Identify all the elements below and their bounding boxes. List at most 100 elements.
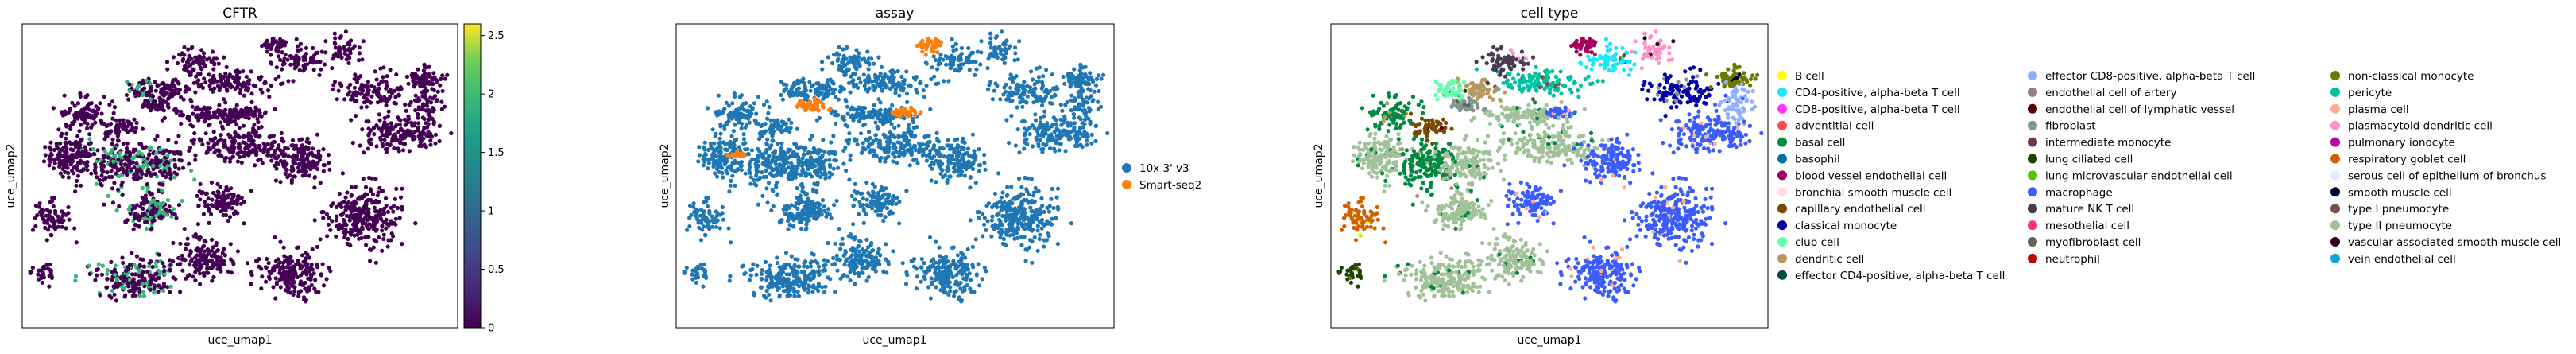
umap-point — [207, 72, 211, 77]
umap-point — [746, 116, 751, 121]
umap-point — [830, 150, 834, 154]
umap-point — [811, 252, 816, 257]
umap-point — [190, 67, 195, 72]
umap-point — [110, 142, 114, 146]
umap-point — [756, 177, 760, 182]
umap-point — [173, 164, 178, 169]
umap-point — [188, 145, 193, 150]
umap-point — [143, 193, 148, 198]
umap-point — [105, 131, 110, 136]
umap-point — [834, 109, 838, 114]
umap-point — [75, 178, 79, 183]
umap-point — [779, 150, 783, 154]
umap-point — [156, 202, 161, 207]
umap-point — [56, 224, 60, 229]
umap-point — [876, 212, 880, 218]
umap-point — [75, 163, 79, 168]
umap-point — [93, 278, 98, 282]
umap-point — [435, 89, 440, 94]
umap-point — [406, 114, 411, 119]
umap-point — [866, 79, 871, 84]
umap-point — [202, 51, 207, 56]
umap-point — [720, 110, 725, 115]
umap-point — [710, 127, 715, 132]
umap-point — [234, 103, 239, 107]
umap-point — [124, 276, 129, 281]
umap-point — [363, 235, 368, 239]
umap-point — [222, 253, 227, 258]
umap-point — [157, 147, 163, 152]
umap-point — [145, 163, 150, 169]
umap-point — [426, 130, 431, 134]
umap-point — [105, 152, 110, 157]
umap-point — [710, 224, 715, 229]
umap-point — [227, 215, 233, 220]
umap-point — [311, 68, 316, 72]
umap-point — [888, 80, 892, 84]
umap-point — [796, 198, 802, 203]
umap-point — [876, 193, 881, 198]
umap-point — [354, 214, 358, 220]
umap-point — [73, 274, 79, 278]
umap-point — [210, 49, 215, 54]
umap-point — [750, 267, 755, 272]
umap-point — [48, 147, 53, 152]
umap-point — [802, 170, 806, 175]
umap-point — [374, 216, 379, 221]
umap-point — [360, 127, 365, 132]
umap-point — [286, 286, 291, 290]
umap-point — [155, 276, 160, 281]
umap-point — [403, 123, 408, 127]
umap-point — [758, 285, 764, 290]
umap-point — [151, 198, 156, 203]
umap-point — [756, 202, 761, 207]
umap-point — [84, 164, 89, 169]
umap-point — [180, 51, 184, 56]
umap-point — [107, 103, 112, 107]
umap-point — [765, 200, 770, 205]
umap-point — [157, 189, 161, 193]
umap-point — [141, 212, 145, 217]
umap-point — [254, 259, 259, 264]
umap-point — [294, 37, 299, 41]
umap-point — [273, 107, 277, 111]
umap-point — [274, 48, 279, 53]
umap-point — [50, 199, 55, 204]
umap-point — [217, 103, 222, 107]
umap-point — [829, 216, 834, 220]
umap-point — [185, 86, 190, 91]
umap-point — [154, 271, 159, 276]
umap-point — [368, 259, 373, 263]
umap-point — [208, 147, 213, 152]
umap-point — [280, 138, 284, 143]
umap-point — [764, 174, 769, 179]
umap-point — [221, 190, 226, 195]
umap-point — [265, 88, 271, 93]
umap-point — [110, 186, 114, 191]
umap-point — [51, 216, 56, 222]
umap-point — [876, 199, 881, 204]
umap-point — [234, 197, 239, 202]
umap-point — [311, 153, 316, 158]
umap-point — [60, 158, 65, 163]
umap-point — [893, 150, 898, 155]
umap-point — [868, 110, 873, 115]
umap-point — [237, 70, 242, 75]
umap-point — [349, 38, 354, 43]
umap-point — [52, 166, 56, 171]
umap-point — [866, 274, 871, 279]
umap-point — [378, 137, 383, 142]
umap-point — [207, 115, 212, 120]
umap-point — [185, 274, 190, 278]
umap-point — [874, 78, 879, 83]
umap-point — [764, 147, 769, 152]
umap-point — [361, 220, 366, 224]
umap-point — [834, 253, 839, 258]
umap-point — [832, 158, 837, 162]
umap-point — [902, 116, 907, 121]
umap-point — [78, 91, 83, 96]
umap-point — [810, 134, 814, 138]
umap-point — [357, 58, 362, 63]
umap-point — [114, 298, 118, 303]
umap-point — [740, 121, 745, 126]
